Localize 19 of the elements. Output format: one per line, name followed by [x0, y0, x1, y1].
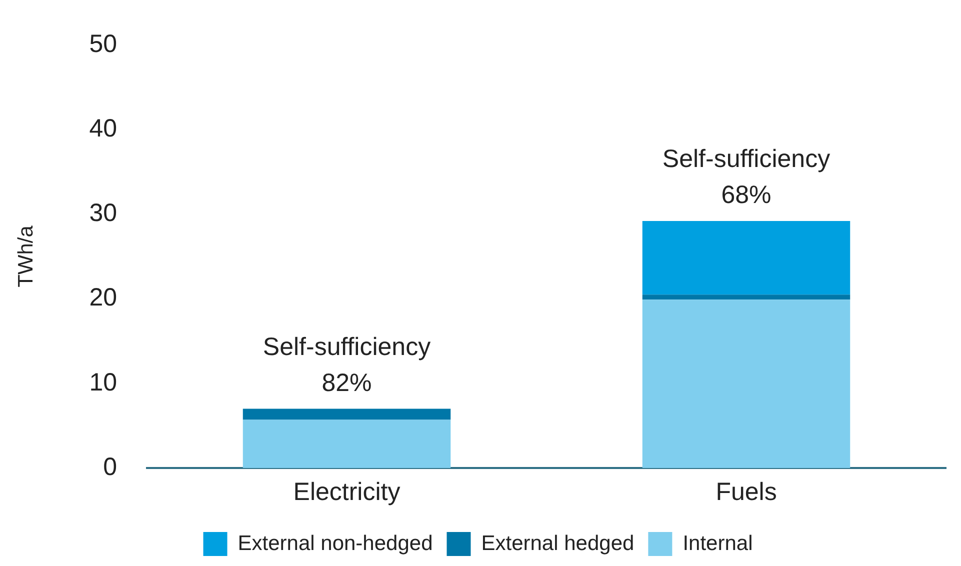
y-tick-label: 30: [89, 199, 118, 228]
x-tick-label: Fuels: [716, 478, 777, 506]
legend-label: Internal: [682, 532, 753, 555]
bar: [242, 408, 451, 420]
y-tick-label: 10: [89, 368, 118, 396]
annotation: Self-sufficiency 82%: [262, 332, 432, 397]
bar: [642, 220, 850, 295]
legend-label: External non-hedged: [238, 532, 433, 555]
legend-label: External hedged: [481, 532, 634, 555]
bar: [642, 300, 850, 468]
y-tick-label: 40: [89, 114, 118, 142]
bar: [242, 420, 451, 468]
annotation: Self-sufficiency 68%: [662, 144, 831, 209]
y-axis-title: TWh/a: [14, 225, 38, 288]
y-tick-label: 0: [103, 452, 118, 481]
y-tick-label: 20: [89, 284, 118, 312]
x-tick-label: Electricity: [293, 478, 401, 506]
bar: [642, 294, 850, 300]
y-tick-label: 50: [89, 30, 118, 58]
